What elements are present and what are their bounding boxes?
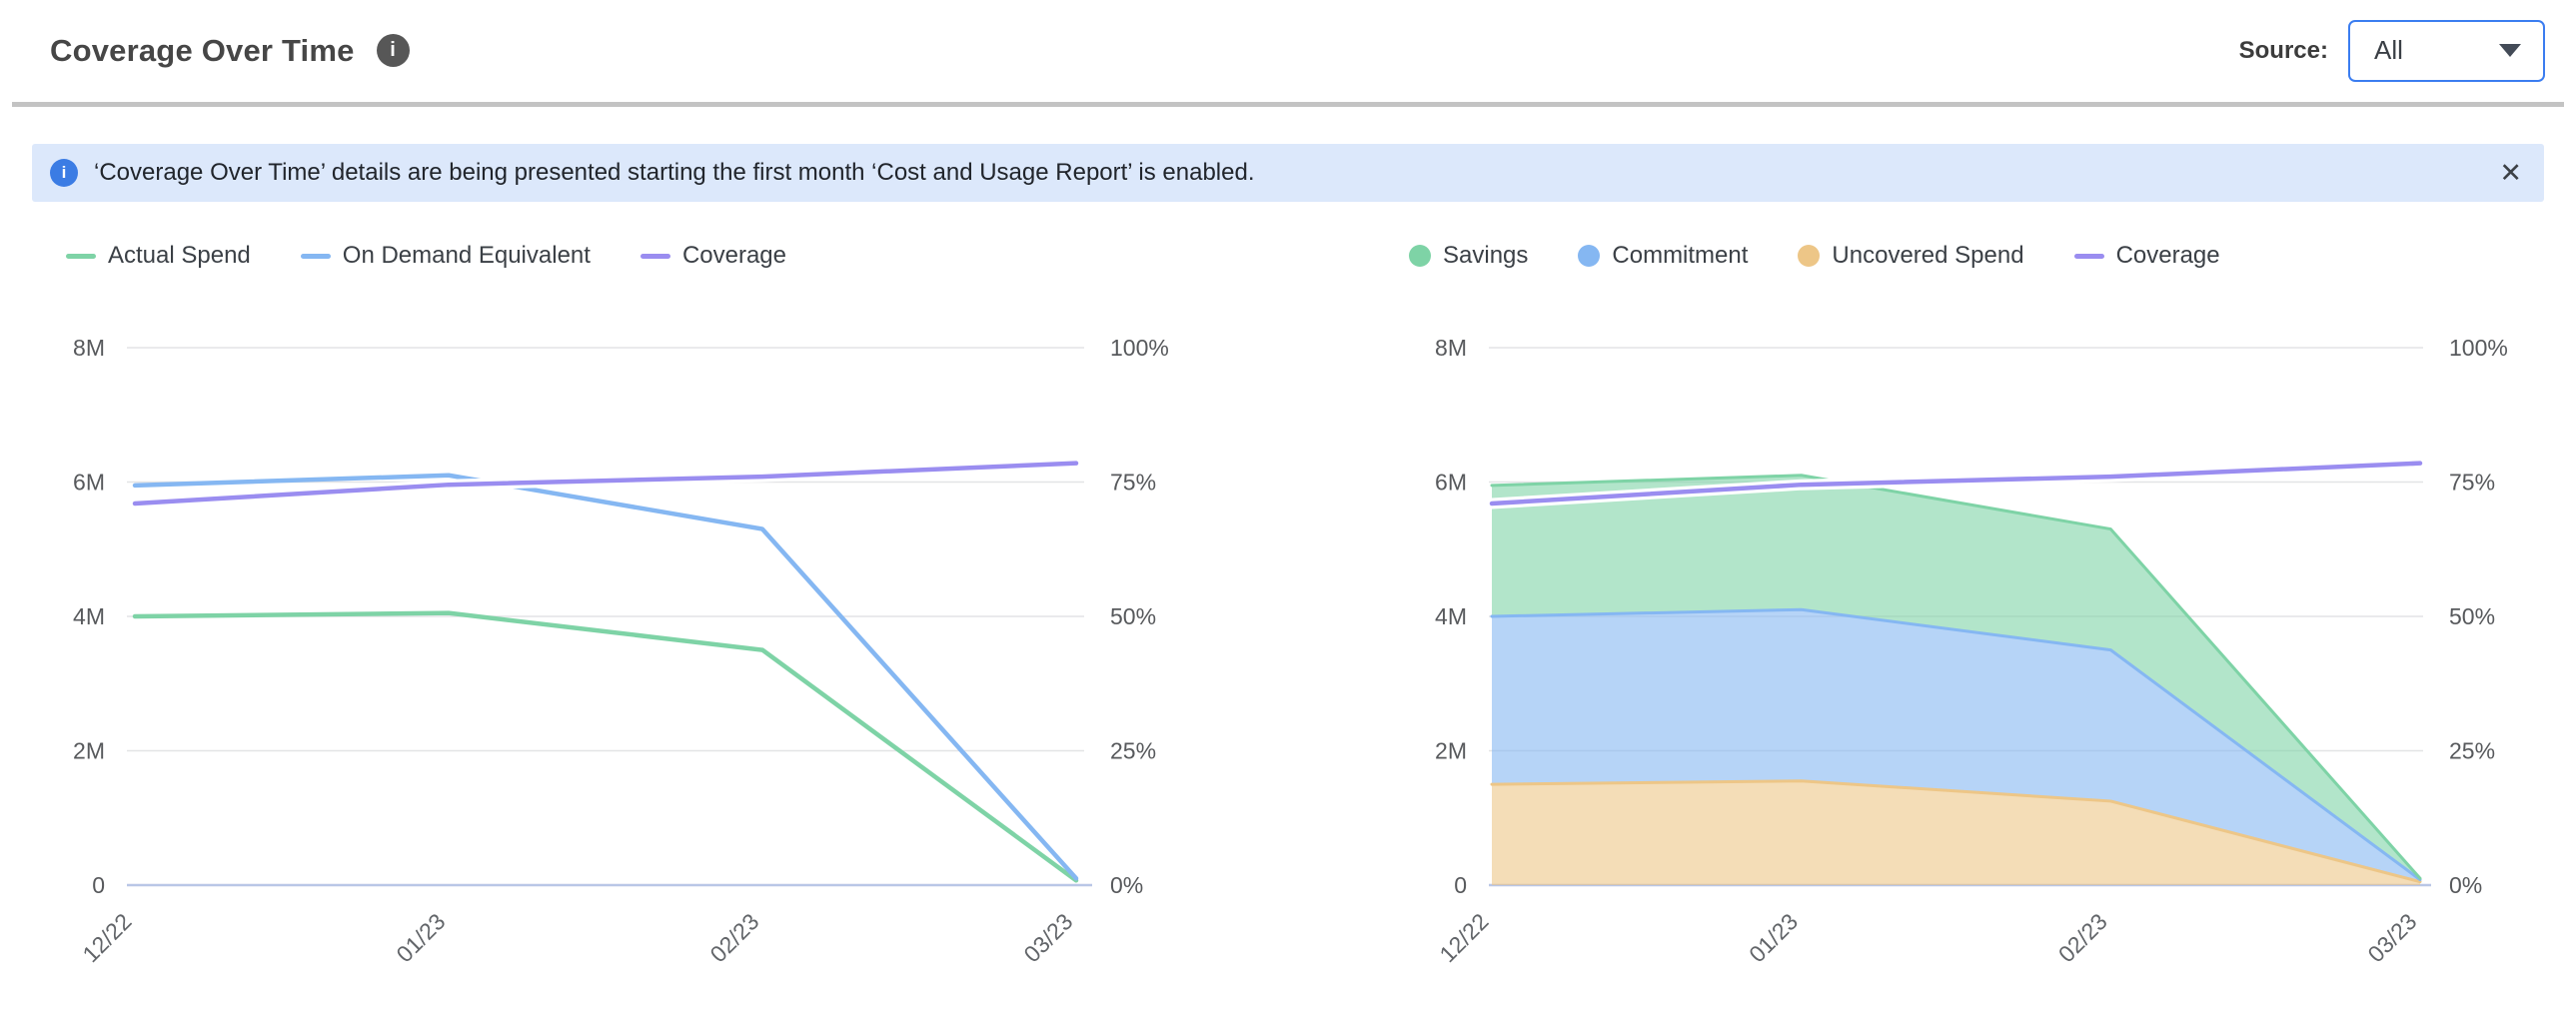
x-axis-label: 12/22 bbox=[77, 908, 136, 967]
y-axis-label-right: 25% bbox=[1110, 738, 1156, 764]
header-divider bbox=[12, 102, 2564, 107]
legend-item-commitment[interactable]: Commitment bbox=[1578, 242, 1748, 270]
y-axis-label-right: 0% bbox=[1110, 872, 1143, 898]
y-axis-label-right: 75% bbox=[1110, 470, 1156, 496]
legend-label: Savings bbox=[1443, 242, 1529, 269]
legend-dot-swatch bbox=[1578, 245, 1601, 267]
source-label: Source: bbox=[2238, 36, 2328, 64]
legend-item-uncovered-spend[interactable]: Uncovered Spend bbox=[1798, 242, 2024, 270]
legend-line-swatch bbox=[2073, 253, 2104, 259]
source-dropdown-value: All bbox=[2374, 35, 2403, 65]
y-axis-label-left: 0 bbox=[92, 872, 105, 898]
coverage-area-chart[interactable]: 0 0% 2M 25% 4M 50% 6M 75% 8M 100% 12/22 01/23 02/23 0… bbox=[1384, 290, 2563, 1015]
line-chart-legend: Actual Spend On Demand Equivalent Coverage bbox=[66, 239, 786, 273]
y-axis-label-left: 8M bbox=[1435, 335, 1467, 361]
legend-label: Coverage bbox=[2115, 242, 2220, 269]
legend-label: Coverage bbox=[681, 242, 786, 269]
y-axis-label-right: 0% bbox=[2449, 872, 2482, 898]
header: Coverage Over Time i Source: All bbox=[0, 0, 2576, 101]
y-axis-label-right: 50% bbox=[1110, 603, 1156, 629]
y-axis-label-left: 0 bbox=[1454, 872, 1467, 898]
legend-label: Commitment bbox=[1612, 242, 1749, 269]
y-axis-label-left: 8M bbox=[73, 335, 105, 361]
x-axis-label: 02/23 bbox=[2053, 908, 2112, 967]
x-axis-label: 12/22 bbox=[1434, 908, 1493, 967]
banner-text: ‘Coverage Over Time’ details are being p… bbox=[94, 159, 1255, 186]
y-axis-label-left: 6M bbox=[1435, 470, 1467, 496]
area-edge-commitment bbox=[1490, 607, 2422, 882]
x-axis-label: 02/23 bbox=[704, 908, 763, 967]
legend-item-coverage[interactable]: Coverage bbox=[2073, 242, 2220, 270]
y-axis-label-left: 2M bbox=[1435, 738, 1467, 764]
line-coverage bbox=[1489, 461, 2423, 507]
area-edge-uncovered-spend bbox=[1490, 779, 2422, 884]
y-axis-label-right: 100% bbox=[2449, 335, 2508, 361]
area-savings bbox=[1492, 475, 2420, 880]
caret-down-icon bbox=[2499, 44, 2521, 57]
line-on-demand-equivalent bbox=[132, 473, 1079, 881]
coverage-line-chart[interactable]: 0 0% 2M 25% 4M 50% 6M 75% 8M 100% 12/22 01/23 02/23 0… bbox=[20, 290, 1269, 1015]
area-edge-savings bbox=[1490, 474, 2422, 880]
y-axis-label-left: 4M bbox=[1435, 603, 1467, 629]
x-axis-label: 03/23 bbox=[1018, 908, 1077, 967]
y-axis-label-right: 25% bbox=[2449, 738, 2495, 764]
legend-item-savings[interactable]: Savings bbox=[1409, 242, 1528, 270]
banner-close-button[interactable]: ✕ bbox=[2497, 157, 2524, 188]
close-icon: ✕ bbox=[2499, 157, 2522, 188]
legend-line-swatch bbox=[640, 253, 670, 259]
legend-line-swatch bbox=[300, 253, 331, 259]
x-axis-label: 01/23 bbox=[1744, 908, 1803, 967]
line-actual-spend bbox=[132, 610, 1079, 883]
line-coverage bbox=[132, 461, 1079, 507]
source-control: Source: All bbox=[2238, 19, 2545, 82]
y-axis-label-right: 50% bbox=[2449, 603, 2495, 629]
legend-label: Uncovered Spend bbox=[1832, 242, 2024, 269]
legend-dot-swatch bbox=[1409, 245, 1431, 267]
source-dropdown[interactable]: All bbox=[2348, 19, 2545, 82]
banner-info-icon: i bbox=[50, 159, 78, 187]
info-icon[interactable]: i bbox=[376, 34, 410, 67]
area-commitment bbox=[1492, 609, 2420, 882]
legend-label: On Demand Equivalent bbox=[342, 242, 591, 269]
y-axis-label-left: 2M bbox=[73, 738, 105, 764]
legend-dot-swatch bbox=[1798, 245, 1821, 267]
info-glyph: i bbox=[61, 162, 67, 182]
legend-item-coverage[interactable]: Coverage bbox=[640, 242, 786, 270]
legend-item-actual-spend[interactable]: Actual Spend bbox=[66, 242, 251, 270]
y-axis-label-right: 100% bbox=[1110, 335, 1169, 361]
legend-label: Actual Spend bbox=[108, 242, 251, 269]
page-title: Coverage Over Time bbox=[50, 32, 355, 68]
y-axis-label-left: 4M bbox=[73, 603, 105, 629]
x-axis-label: 03/23 bbox=[2362, 908, 2421, 967]
legend-item-on-demand-equivalent[interactable]: On Demand Equivalent bbox=[300, 242, 591, 270]
x-axis-label: 01/23 bbox=[391, 908, 450, 967]
title-row: Coverage Over Time i bbox=[50, 33, 410, 69]
y-axis-label-right: 75% bbox=[2449, 470, 2495, 496]
info-glyph: i bbox=[390, 38, 396, 61]
area-chart-legend: Savings Commitment Uncovered Spend Coverage bbox=[1409, 239, 2220, 273]
info-banner: i ‘Coverage Over Time’ details are being… bbox=[32, 144, 2544, 202]
legend-line-swatch bbox=[66, 253, 96, 259]
area-uncovered-spend bbox=[1492, 780, 2420, 885]
y-axis-label-left: 6M bbox=[73, 470, 105, 496]
